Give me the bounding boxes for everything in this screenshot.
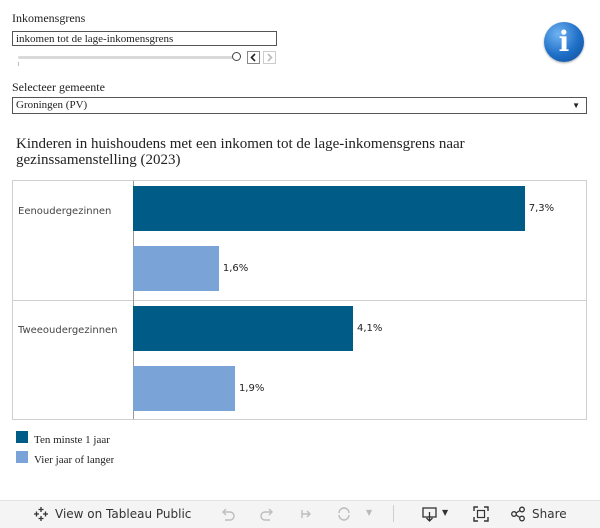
municipality-select[interactable]: Groningen (PV) ▼ (12, 97, 587, 114)
bar-2-tweeoudergezinnen[interactable] (133, 366, 235, 411)
income-threshold-value[interactable]: inkomen tot de lage-inkomensgrens (12, 31, 277, 46)
view-on-tableau-label: View on Tableau Public (55, 507, 192, 521)
category-separator (12, 300, 587, 301)
legend-swatch-vier-jaar-of-langer (16, 451, 28, 463)
chevron-left-icon (250, 53, 256, 62)
bar-value-label: 7,3% (528, 202, 555, 214)
municipality-select-value: Groningen (PV) (16, 99, 88, 111)
category-label-eenoudergezinnen: Eenoudergezinnen (18, 206, 112, 217)
legend-label-ten-minste-1-jaar[interactable]: Ten minste 1 jaar (34, 434, 110, 446)
redo-icon[interactable] (259, 506, 275, 522)
legend-label-vier-jaar-of-langer[interactable]: Vier jaar of langer (34, 454, 115, 466)
bar-value-label: 1,9% (238, 382, 265, 394)
info-icon[interactable]: i (544, 22, 584, 62)
dropdown-arrow-icon: ▼ (572, 101, 580, 110)
tableau-logo-icon (34, 507, 48, 521)
download-icon[interactable] (421, 506, 439, 522)
download-menu-arrow-icon[interactable]: ▼ (442, 508, 449, 517)
tableau-toolbar (0, 500, 600, 528)
income-threshold-label: Inkomensgrens (12, 11, 86, 25)
chart-title: Kinderen in huishoudens met een inkomen … (16, 136, 465, 168)
refresh-menu-arrow-icon[interactable]: ▼ (366, 508, 373, 517)
bar-1-tweeoudergezinnen[interactable] (133, 306, 353, 351)
toolbar-divider (393, 505, 394, 522)
share-label: Share (532, 507, 567, 521)
slider-tick (18, 62, 19, 66)
legend-swatch-ten-minste-1-jaar (16, 431, 28, 443)
fullscreen-icon[interactable] (473, 506, 489, 522)
bar-value-label: 4,1% (357, 322, 383, 334)
category-label-tweeoudergezinnen: Tweeoudergezinnen (18, 325, 118, 336)
next-value-button[interactable] (263, 51, 276, 64)
undo-icon[interactable] (220, 506, 236, 522)
share-icon (511, 506, 525, 522)
slider-track[interactable] (18, 56, 236, 59)
bar-2-eenoudergezinnen[interactable] (133, 246, 219, 291)
previous-value-button[interactable] (247, 51, 260, 64)
bar-1-eenoudergezinnen[interactable] (133, 186, 525, 231)
municipality-label: Selecteer gemeente (12, 80, 105, 94)
bar-value-label: 1,6% (222, 262, 249, 274)
refresh-icon[interactable] (336, 506, 354, 522)
slider-thumb[interactable] (232, 52, 241, 61)
chevron-right-icon (267, 53, 273, 62)
revert-icon[interactable] (298, 506, 314, 522)
chart-axis-line (133, 181, 134, 419)
